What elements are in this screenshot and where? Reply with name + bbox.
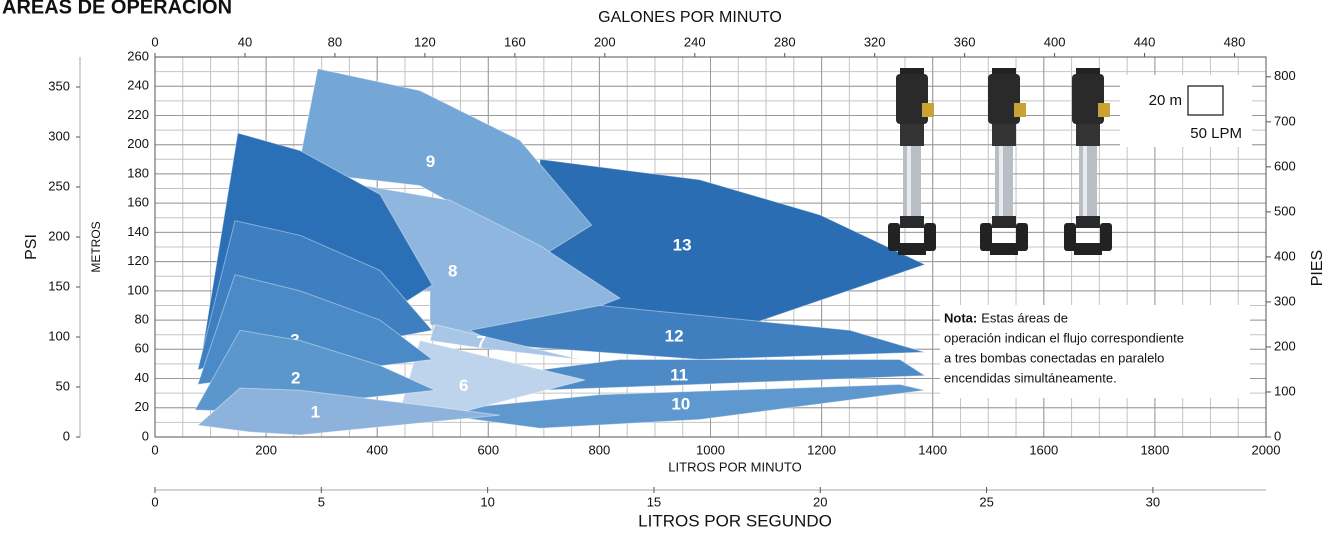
x-tick-label: 0 [151,442,158,457]
scale-height: 20 m [1149,92,1182,109]
region-label: 10 [671,394,690,413]
lps-tick-label: 10 [480,494,494,509]
psi-tick-label: 350 [48,78,70,93]
scale-box: 20 m 50 LPM [1120,75,1252,147]
lps-tick-label: 30 [1146,494,1160,509]
x-tick-label: 200 [255,442,277,457]
y-tick-label: 140 [127,224,149,239]
psi-axis-title: PSI [23,234,40,260]
x-tick-label: 400 [366,442,388,457]
y2-tick-label: 600 [1274,158,1296,173]
top-tick-label: 280 [774,34,796,49]
top-axis-title: GALONES POR MINUTO [598,9,782,26]
y-tick-label: 180 [127,165,149,180]
x-tick-label: 1200 [807,442,836,457]
y2-tick-label: 500 [1274,203,1296,218]
psi-tick-label: 250 [48,178,70,193]
y-tick-label: 200 [127,136,149,151]
lps-tick-label: 25 [979,494,993,509]
note-line: Estas áreas de [981,310,1068,325]
y2-tick-label: 400 [1274,248,1296,263]
top-tick-label: 320 [864,34,886,49]
region-label: 13 [673,236,692,255]
chart-title: ÁREAS DE OPERACIÓN [2,0,232,18]
top-tick-label: 200 [594,34,616,49]
region-area [299,68,593,255]
y-tick-label: 0 [142,428,149,443]
y2-tick-label: 100 [1274,383,1296,398]
top-tick-label: 360 [954,34,976,49]
psi-tick-label: 50 [56,378,70,393]
region-label: 2 [291,368,300,387]
x-tick-label: 1800 [1140,442,1169,457]
note: Nota: Estas áreas de operación indican e… [940,305,1250,398]
y2-axis-title: PIES [1309,250,1326,286]
psi-tick-label: 150 [48,278,70,293]
top-tick-label: 480 [1224,34,1246,49]
top-tick-label: 160 [504,34,526,49]
y-tick-label: 40 [135,370,149,385]
region-label: 12 [665,327,684,346]
lps-tick-label: 20 [813,494,827,509]
regions: 13981211107654321 [194,68,927,436]
y-tick-label: 240 [127,78,149,93]
top-tick-label: 400 [1044,34,1066,49]
psi-tick-label: 200 [48,228,70,243]
region-label: 6 [459,376,468,395]
lps-axis-title: LITROS POR SEGUNDO [638,511,832,530]
top-tick-label: 80 [328,34,342,49]
plot-frame [154,56,1267,438]
region-label: 8 [448,261,457,280]
y-tick-label: 260 [127,48,149,63]
x-tick-label: 600 [477,442,499,457]
region-area [419,383,926,429]
x-tick-label: 1600 [1029,442,1058,457]
x-tick-label: 1400 [918,442,947,457]
lps-tick-label: 15 [647,494,661,509]
y-tick-label: 60 [135,341,149,356]
note-line: operación indican el flujo correspondien… [944,330,1184,345]
note-lead: Nota: [944,310,977,325]
region-label: 9 [426,152,435,171]
y2-tick-label: 800 [1274,68,1296,83]
lps-tick-label: 0 [151,494,158,509]
region-label: 11 [670,365,688,384]
top-tick-label: 120 [414,34,436,49]
top-tick-label: 40 [238,34,252,49]
y-tick-label: 160 [127,195,149,210]
region-area [321,179,622,346]
x-tick-label: 1000 [696,442,725,457]
y2-tick-label: 300 [1274,293,1296,308]
scale-flow: 50 LPM [1190,125,1242,142]
psi-tick-label: 300 [48,128,70,143]
psi-tick-label: 100 [48,328,70,343]
y2-tick-label: 200 [1274,338,1296,353]
y-tick-label: 220 [127,107,149,122]
psi-tick-label: 0 [63,428,70,443]
y-tick-label: 20 [135,399,149,414]
top-tick-label: 240 [684,34,706,49]
region-label: 7 [476,333,485,352]
x-tick-label: 800 [589,442,611,457]
y2-tick-label: 700 [1274,113,1296,128]
note-line: encendidas simultáneamente. [944,370,1117,385]
top-tick-label: 0 [151,34,158,49]
x-tick-label: 2000 [1252,442,1281,457]
region-area [429,323,581,361]
y-tick-label: 80 [135,312,149,327]
y2-tick-label: 0 [1274,428,1281,443]
top-tick-label: 440 [1134,34,1156,49]
y-tick-label: 120 [127,253,149,268]
x-axis-title: LITROS POR MINUTO [668,459,801,474]
lps-tick-label: 5 [318,494,325,509]
y-axis-title: METROS [89,221,103,272]
y-tick-label: 100 [127,282,149,297]
note-line: a tres bombas conectadas en paralelo [944,350,1164,365]
region-label: 1 [311,402,320,421]
region-area [196,387,501,436]
